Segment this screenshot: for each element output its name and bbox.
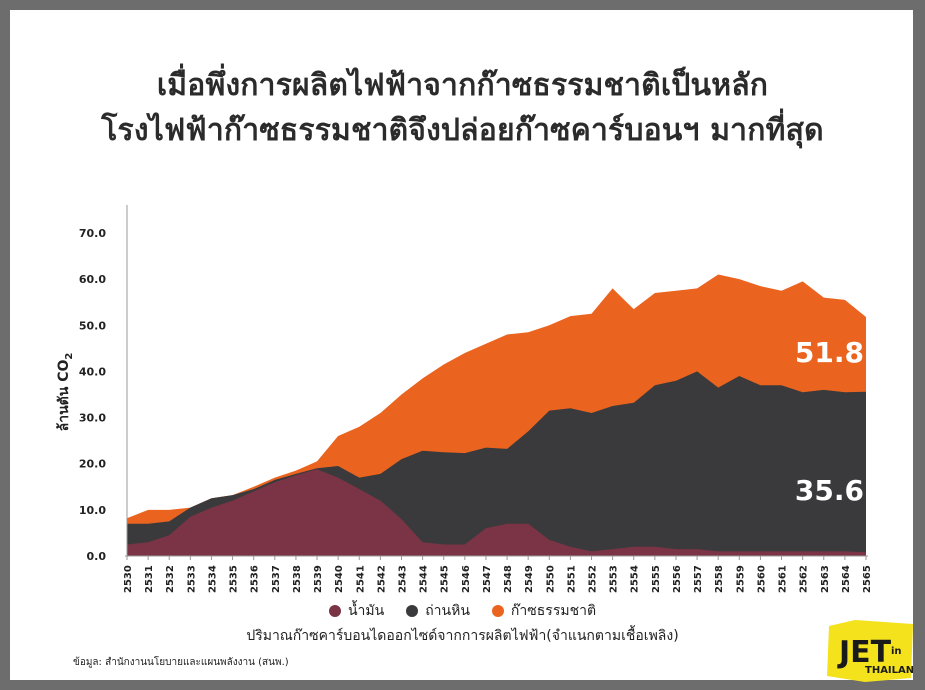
x-tick-label: 2546 (461, 565, 472, 593)
legend-item-gas: ก๊าซธรรมชาติ (491, 600, 597, 622)
chart-legend: น้ำมัน ถ่านหิน ก๊าซธรรมชาติ (0, 600, 925, 622)
x-tick-label: 2555 (651, 565, 662, 593)
gas-value-annotation: 51.8 (795, 336, 864, 369)
area-series-oil (127, 469, 866, 556)
legend-item-oil: น้ำมัน (328, 600, 385, 622)
x-tick-label: 2549 (524, 565, 535, 593)
x-tick-label: 2547 (482, 565, 493, 593)
x-tick-label: 2533 (186, 565, 197, 593)
logo-main-text: JET (837, 635, 892, 670)
y-tick-label: 70.0 (79, 227, 106, 240)
x-tick-label: 2557 (693, 565, 704, 593)
x-tick-label: 2565 (862, 565, 873, 593)
x-tick-label: 2535 (229, 565, 240, 593)
x-tick-label: 2548 (503, 565, 514, 593)
coal-value-annotation: 35.6 (795, 474, 864, 507)
logo-sub-text: THAILAND (865, 665, 913, 676)
chart-title-line-1: เมื่อพึ่งการผลิตไฟฟ้าจากก๊าซธรรมชาติเป็น… (156, 68, 769, 103)
x-axis-title: ปริมาณก๊าซคาร์บอนไดออกไซด์จากการผลิตไฟฟ้… (246, 628, 679, 644)
jet-in-thailand-logo: JET in THAILAND (827, 620, 913, 682)
legend-label-oil: น้ำมัน (347, 603, 385, 619)
x-tick-label: 2545 (440, 565, 451, 593)
x-tick-label: 2540 (334, 565, 345, 593)
y-tick-label: 10.0 (79, 504, 106, 517)
x-tick-label: 2550 (545, 565, 556, 593)
legend-swatch-coal (406, 605, 419, 617)
x-tick-label: 2537 (271, 565, 282, 593)
x-tick-label: 2539 (313, 565, 324, 593)
x-tick-label: 2532 (165, 565, 176, 593)
x-tick-label: 2562 (799, 565, 810, 593)
x-tick-label: 2531 (144, 565, 155, 593)
x-tick-label: 2552 (588, 565, 599, 593)
x-tick-label: 2564 (841, 565, 852, 593)
x-tick-label: 2530 (123, 565, 134, 593)
x-tick-label: 2561 (778, 565, 789, 593)
x-tick-label: 2563 (820, 565, 831, 593)
x-tick-label: 2560 (756, 565, 767, 593)
x-tick-label: 2536 (250, 565, 261, 593)
x-tick-label: 2558 (714, 565, 725, 593)
x-tick-label: 2538 (292, 565, 303, 593)
logo-small-text: in (891, 646, 902, 657)
x-tick-label: 2554 (630, 565, 641, 593)
x-tick-label: 2551 (566, 565, 577, 593)
legend-label-gas: ก๊าซธรรมชาติ (510, 603, 597, 619)
x-tick-label: 2553 (609, 565, 620, 593)
x-tick-label: 2543 (397, 565, 408, 593)
chart-title-line-2: โรงไฟฟ้าก๊าซธรรมชาติจึงปล่อยก๊าซคาร์บอนฯ… (101, 113, 824, 148)
y-tick-label: 40.0 (79, 365, 106, 378)
x-tick-label: 2556 (672, 565, 683, 593)
y-tick-label: 60.0 (79, 273, 106, 286)
legend-swatch-oil (328, 605, 341, 617)
x-tick-label: 2541 (355, 565, 366, 593)
y-axis-label: ล้านตัน CO2 (56, 353, 75, 432)
legend-swatch-gas (491, 605, 504, 617)
x-tick-label: 2534 (207, 565, 218, 593)
y-tick-label: 20.0 (79, 458, 106, 471)
x-tick-label: 2544 (419, 565, 430, 593)
legend-label-coal: ถ่านหิน (425, 603, 470, 619)
y-tick-label: 30.0 (79, 412, 106, 425)
source-note: ข้อมูล: สำนักงานนโยบายและแผนพลังงาน (สนพ… (73, 657, 289, 668)
legend-item-coal: ถ่านหิน (406, 600, 470, 622)
y-tick-label: 50.0 (79, 319, 106, 332)
x-tick-label: 2542 (376, 565, 387, 593)
area-chart: 0.0 10.0 20.0 30.0 40.0 50.0 60.0 70.0 2530 2531… (56, 205, 873, 593)
x-tick-label: 2559 (735, 565, 746, 593)
y-tick-label: 0.0 (87, 550, 107, 563)
